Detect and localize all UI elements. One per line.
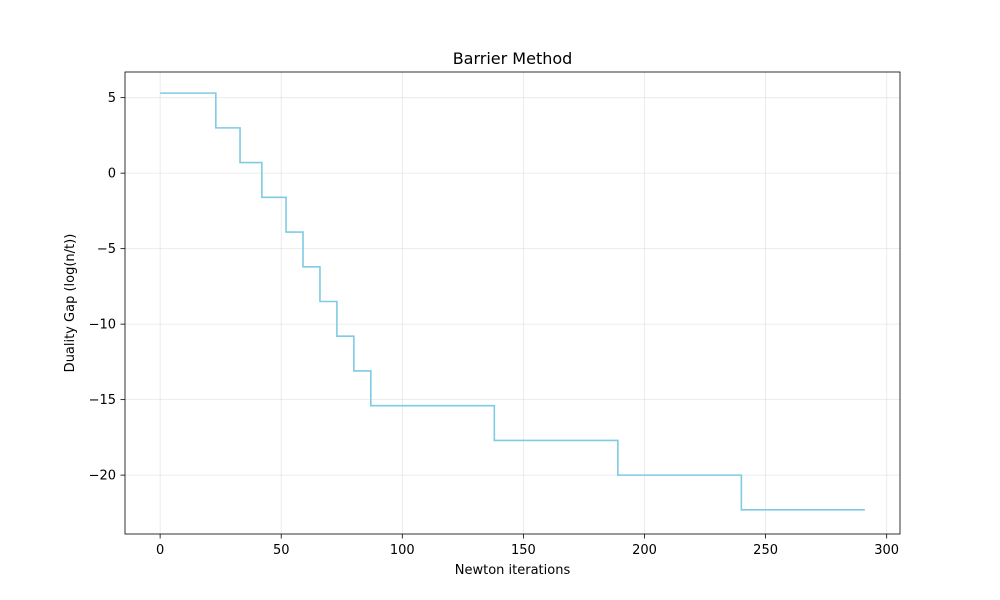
plot-frame bbox=[124, 71, 901, 535]
grid-layer bbox=[125, 72, 900, 534]
y-tick-label: −15 bbox=[89, 393, 116, 408]
x-tick-label: 100 bbox=[390, 543, 415, 558]
y-tick-label: 5 bbox=[108, 91, 116, 106]
x-tick-label: 300 bbox=[874, 543, 899, 558]
x-tick-label: 0 bbox=[156, 543, 164, 558]
x-tick-label: 200 bbox=[632, 543, 657, 558]
y-tick-label: −20 bbox=[89, 469, 116, 484]
y-tick-label: −10 bbox=[89, 318, 116, 333]
x-tick-label: 250 bbox=[753, 543, 778, 558]
y-tick-label: 0 bbox=[108, 167, 116, 182]
x-tick-label: 150 bbox=[511, 543, 536, 558]
y-axis-label: Duality Gap (log(n/t)) bbox=[63, 234, 78, 373]
series-line bbox=[160, 92, 865, 511]
x-tick-label: 50 bbox=[273, 543, 290, 558]
series-layer bbox=[160, 92, 865, 511]
y-tick-label: −5 bbox=[97, 242, 116, 257]
chart-title: Barrier Method bbox=[453, 49, 573, 68]
x-axis-label: Newton iterations bbox=[455, 563, 571, 578]
